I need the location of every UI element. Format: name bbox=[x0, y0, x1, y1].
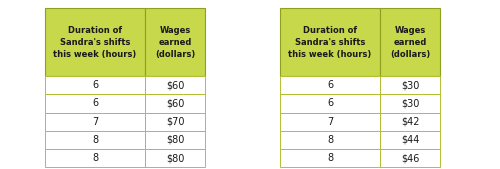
Bar bbox=[45, 94, 145, 113]
Bar bbox=[145, 8, 205, 76]
Text: $80: $80 bbox=[166, 153, 184, 163]
Text: 8: 8 bbox=[92, 153, 98, 163]
Bar bbox=[280, 149, 380, 167]
Text: $80: $80 bbox=[166, 135, 184, 145]
Text: 6: 6 bbox=[92, 80, 98, 90]
Text: Wages
earned
(dollars): Wages earned (dollars) bbox=[390, 26, 430, 58]
Text: 7: 7 bbox=[327, 117, 333, 127]
Text: 8: 8 bbox=[92, 135, 98, 145]
Bar bbox=[45, 8, 145, 76]
Bar bbox=[380, 131, 440, 149]
Bar bbox=[280, 113, 380, 131]
Bar bbox=[145, 76, 205, 94]
Bar bbox=[380, 149, 440, 167]
Text: Duration of
Sandra's shifts
this week (hours): Duration of Sandra's shifts this week (h… bbox=[54, 26, 136, 58]
Bar bbox=[145, 94, 205, 113]
Bar bbox=[280, 8, 380, 76]
Bar bbox=[45, 76, 145, 94]
Bar bbox=[380, 8, 440, 76]
Bar bbox=[380, 94, 440, 113]
Bar bbox=[380, 76, 440, 94]
Text: 6: 6 bbox=[327, 98, 333, 108]
Bar bbox=[145, 113, 205, 131]
Bar bbox=[45, 131, 145, 149]
Bar bbox=[280, 76, 380, 94]
Text: $60: $60 bbox=[166, 80, 184, 90]
Text: 6: 6 bbox=[92, 98, 98, 108]
Text: Wages
earned
(dollars): Wages earned (dollars) bbox=[155, 26, 195, 58]
Bar bbox=[145, 131, 205, 149]
Bar bbox=[280, 94, 380, 113]
Text: $42: $42 bbox=[401, 117, 419, 127]
Text: 7: 7 bbox=[92, 117, 98, 127]
Bar bbox=[145, 149, 205, 167]
Text: $60: $60 bbox=[166, 98, 184, 108]
Bar bbox=[380, 113, 440, 131]
Text: 8: 8 bbox=[327, 153, 333, 163]
Text: $70: $70 bbox=[166, 117, 184, 127]
Bar bbox=[45, 149, 145, 167]
Text: $44: $44 bbox=[401, 135, 419, 145]
Bar bbox=[45, 113, 145, 131]
Text: $46: $46 bbox=[401, 153, 419, 163]
Bar bbox=[280, 131, 380, 149]
Text: 6: 6 bbox=[327, 80, 333, 90]
Text: Duration of
Sandra's shifts
this week (hours): Duration of Sandra's shifts this week (h… bbox=[288, 26, 372, 58]
Text: 8: 8 bbox=[327, 135, 333, 145]
Text: $30: $30 bbox=[401, 80, 419, 90]
Text: $30: $30 bbox=[401, 98, 419, 108]
